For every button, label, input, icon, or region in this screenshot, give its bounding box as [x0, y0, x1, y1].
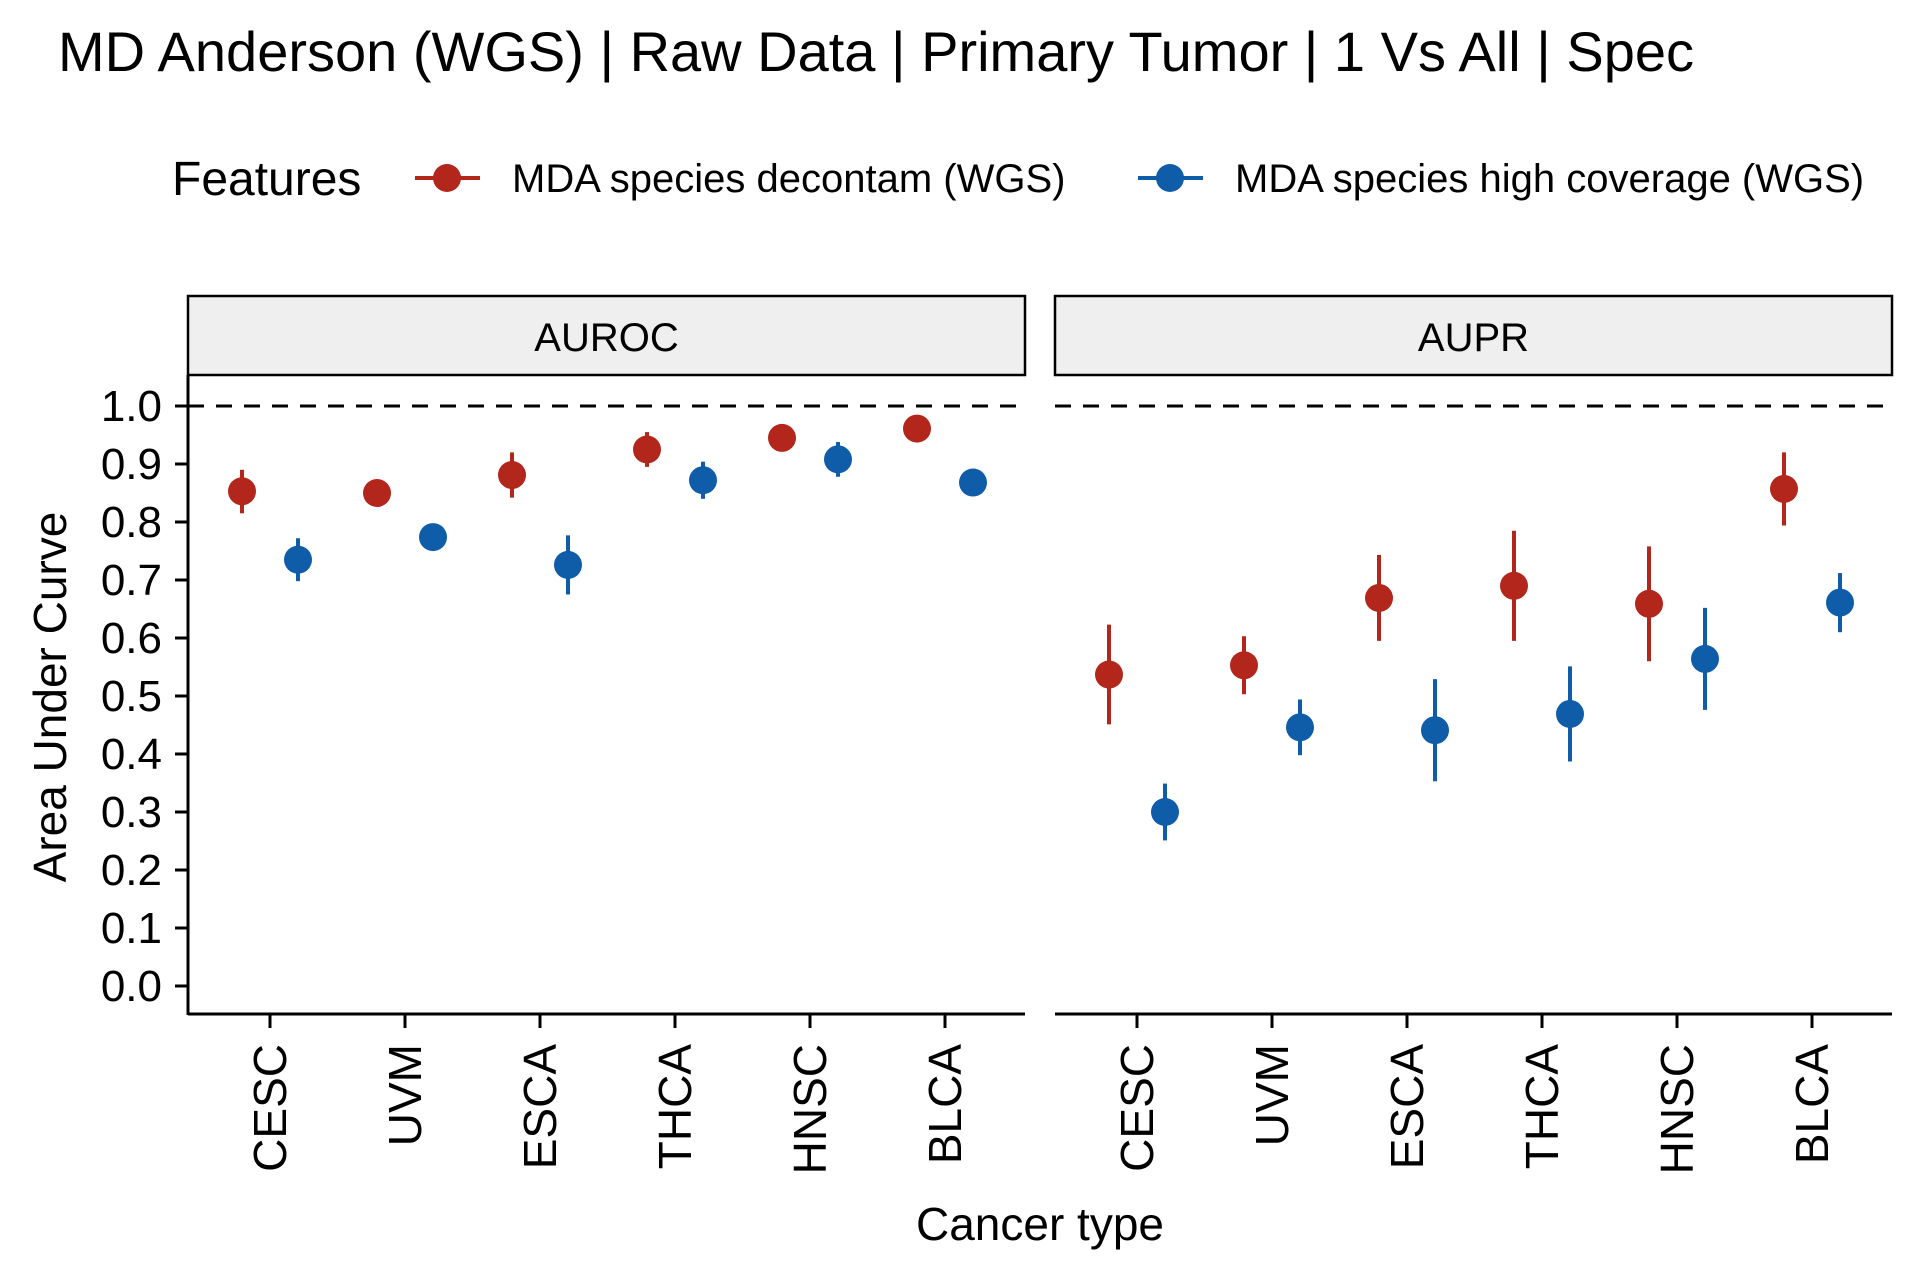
data-point [1421, 716, 1449, 745]
data-point [1770, 474, 1798, 503]
data-point [554, 550, 582, 579]
x-tick-label: HNSC [784, 1044, 836, 1174]
x-axis-label: Cancer type [916, 1198, 1164, 1250]
panels: AUROC CESC UVM ESCA THCA HNSC BLCA AUPR CESC UVM E… [186, 294, 1894, 1174]
data-point [768, 423, 796, 452]
data-point [1826, 588, 1854, 617]
data-point [498, 461, 526, 490]
data-point [228, 477, 256, 506]
facet-strip-label: AUPR [1418, 316, 1529, 360]
x-tick-label: UVM [1246, 1044, 1298, 1146]
y-axis: 0.0 0.1 0.2 0.3 0.4 0.5 0.6 0.7 0.8 0.9 1.0 [101, 375, 190, 1015]
x-tick-label: THCA [649, 1044, 701, 1170]
legend-item-decontam: MDA species decontam (WGS) [512, 157, 1066, 201]
x-tick-label: HNSC [1651, 1044, 1703, 1174]
data-point [1500, 571, 1528, 600]
y-tick-label: 0.7 [101, 556, 162, 605]
y-tick-label: 0.6 [101, 614, 162, 663]
legend: Features MDA species decontam (WGS) MDA … [172, 153, 1864, 206]
data-point [689, 466, 717, 495]
x-tick-label: UVM [379, 1044, 431, 1146]
x-tick-label: BLCA [1786, 1044, 1838, 1164]
facet-strip-label: AUROC [534, 316, 678, 360]
data-point [1286, 713, 1314, 742]
legend-title: Features [172, 153, 361, 206]
x-tick-label: ESCA [1381, 1044, 1433, 1170]
y-tick-label: 0.1 [101, 904, 162, 953]
x-tick-label: CESC [1111, 1044, 1163, 1172]
y-tick-label: 0.8 [101, 498, 162, 547]
data-point [1230, 651, 1258, 680]
data-point [1095, 660, 1123, 689]
y-tick-label: 1.0 [101, 382, 162, 431]
data-point [903, 414, 931, 443]
y-tick-label: 0.5 [101, 672, 162, 721]
data-point [1365, 583, 1393, 612]
y-tick-label: 0.9 [101, 440, 162, 489]
y-tick-label: 0.3 [101, 788, 162, 837]
data-point [633, 435, 661, 464]
y-axis-label: Area Under Curve [24, 512, 76, 883]
y-tick-label: 0.4 [101, 730, 162, 779]
data-point [419, 523, 447, 552]
legend-swatch-dot-decontam [433, 164, 461, 192]
legend-swatch-dot-high-coverage [1156, 164, 1184, 192]
x-tick-label: THCA [1516, 1044, 1568, 1170]
y-tick-label: 0.0 [101, 962, 162, 1011]
panel-aupr: AUPR CESC UVM ESCA THCA HNSC BLCA [1053, 294, 1894, 1174]
data-point [1691, 644, 1719, 673]
chart-title: MD Anderson (WGS) | Raw Data | Primary T… [58, 20, 1694, 83]
y-tick-label: 0.2 [101, 846, 162, 895]
data-point [824, 445, 852, 474]
x-tick-label: BLCA [919, 1044, 971, 1164]
facet-strip [186, 294, 1027, 377]
data-point [284, 545, 312, 574]
facet-strip [1053, 294, 1894, 377]
data-point [1556, 699, 1584, 728]
data-point [363, 479, 391, 507]
panel-auroc: AUROC CESC UVM ESCA THCA HNSC BLCA [186, 294, 1027, 1174]
x-tick-label: CESC [244, 1044, 296, 1172]
data-point [1635, 589, 1663, 618]
data-point [959, 468, 987, 497]
data-point [1151, 798, 1179, 826]
x-tick-label: ESCA [514, 1044, 566, 1170]
legend-item-high-coverage: MDA species high coverage (WGS) [1235, 157, 1864, 201]
